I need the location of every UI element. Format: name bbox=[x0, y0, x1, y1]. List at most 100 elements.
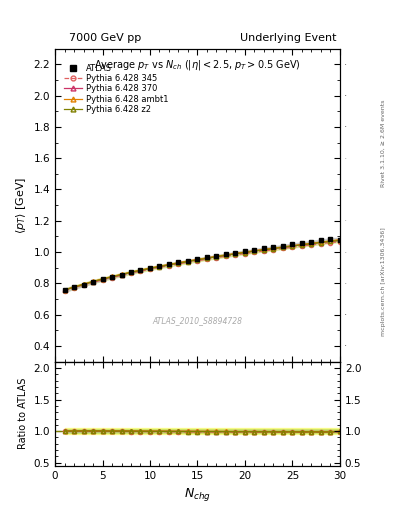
Pythia 6.428 z2 bbox=[281, 244, 285, 250]
Pythia 6.428 z2 bbox=[195, 257, 200, 263]
Pythia 6.428 z2 bbox=[290, 243, 295, 249]
Text: ATLAS_2010_S8894728: ATLAS_2010_S8894728 bbox=[152, 316, 242, 326]
Pythia 6.428 z2 bbox=[242, 249, 247, 255]
Pythia 6.428 370 bbox=[195, 257, 200, 263]
Pythia 6.428 370 bbox=[157, 263, 162, 269]
Text: Rivet 3.1.10, ≥ 2.6M events: Rivet 3.1.10, ≥ 2.6M events bbox=[381, 100, 386, 187]
Pythia 6.428 ambt1 bbox=[138, 267, 143, 273]
Pythia 6.428 345 bbox=[138, 268, 143, 274]
Y-axis label: Ratio to ATLAS: Ratio to ATLAS bbox=[18, 378, 28, 450]
Y-axis label: $\langle p_T \rangle$ [GeV]: $\langle p_T \rangle$ [GeV] bbox=[14, 177, 28, 233]
Pythia 6.428 ambt1 bbox=[100, 276, 105, 282]
Pythia 6.428 ambt1 bbox=[262, 246, 266, 252]
Pythia 6.428 370 bbox=[252, 248, 257, 254]
Pythia 6.428 ambt1 bbox=[110, 273, 114, 280]
Pythia 6.428 370 bbox=[129, 269, 133, 275]
Pythia 6.428 345 bbox=[81, 282, 86, 288]
Pythia 6.428 345 bbox=[62, 288, 67, 294]
Pythia 6.428 ambt1 bbox=[214, 253, 219, 260]
Pythia 6.428 345 bbox=[328, 240, 333, 246]
Pythia 6.428 ambt1 bbox=[129, 269, 133, 275]
Pythia 6.428 ambt1 bbox=[328, 238, 333, 244]
Pythia 6.428 z2 bbox=[205, 255, 209, 262]
Pythia 6.428 ambt1 bbox=[242, 249, 247, 255]
Pythia 6.428 z2 bbox=[252, 248, 257, 254]
Pythia 6.428 z2 bbox=[100, 276, 105, 282]
Pythia 6.428 z2 bbox=[328, 239, 333, 245]
Pythia 6.428 345 bbox=[148, 266, 152, 272]
Pythia 6.428 345 bbox=[195, 258, 200, 264]
Pythia 6.428 345 bbox=[299, 243, 304, 249]
Pythia 6.428 ambt1 bbox=[205, 255, 209, 261]
Line: Pythia 6.428 ambt1: Pythia 6.428 ambt1 bbox=[62, 238, 342, 292]
Pythia 6.428 370 bbox=[281, 244, 285, 250]
Pythia 6.428 370 bbox=[91, 279, 95, 285]
Pythia 6.428 345 bbox=[176, 261, 181, 267]
Pythia 6.428 370 bbox=[338, 237, 342, 243]
Pythia 6.428 z2 bbox=[338, 238, 342, 244]
Text: 7000 GeV pp: 7000 GeV pp bbox=[69, 33, 141, 43]
Pythia 6.428 z2 bbox=[224, 252, 228, 259]
Pythia 6.428 345 bbox=[110, 274, 114, 281]
Pythia 6.428 ambt1 bbox=[176, 260, 181, 266]
Pythia 6.428 345 bbox=[157, 264, 162, 270]
Pythia 6.428 ambt1 bbox=[338, 237, 342, 243]
Pythia 6.428 z2 bbox=[129, 269, 133, 275]
Pythia 6.428 ambt1 bbox=[157, 263, 162, 269]
Pythia 6.428 z2 bbox=[62, 287, 67, 293]
Pythia 6.428 ambt1 bbox=[299, 241, 304, 247]
Pythia 6.428 370 bbox=[72, 284, 76, 290]
Pythia 6.428 z2 bbox=[233, 251, 238, 257]
Pythia 6.428 370 bbox=[148, 265, 152, 271]
Pythia 6.428 345 bbox=[252, 249, 257, 255]
Pythia 6.428 370 bbox=[119, 271, 124, 278]
Pythia 6.428 z2 bbox=[309, 241, 314, 247]
Pythia 6.428 ambt1 bbox=[167, 261, 171, 267]
Pythia 6.428 ambt1 bbox=[119, 271, 124, 278]
Pythia 6.428 370 bbox=[205, 255, 209, 261]
Pythia 6.428 ambt1 bbox=[148, 265, 152, 271]
Pythia 6.428 ambt1 bbox=[233, 250, 238, 257]
Pythia 6.428 z2 bbox=[185, 259, 190, 265]
Pythia 6.428 345 bbox=[281, 245, 285, 251]
Pythia 6.428 370 bbox=[138, 267, 143, 273]
Pythia 6.428 345 bbox=[309, 242, 314, 248]
Legend: ATLAS, Pythia 6.428 345, Pythia 6.428 370, Pythia 6.428 ambt1, Pythia 6.428 z2: ATLAS, Pythia 6.428 345, Pythia 6.428 37… bbox=[62, 62, 171, 116]
Pythia 6.428 370 bbox=[62, 287, 67, 293]
Pythia 6.428 ambt1 bbox=[224, 252, 228, 258]
Pythia 6.428 z2 bbox=[271, 246, 276, 252]
Pythia 6.428 ambt1 bbox=[72, 284, 76, 290]
Pythia 6.428 345 bbox=[319, 241, 323, 247]
Pythia 6.428 370 bbox=[290, 243, 295, 249]
Pythia 6.428 345 bbox=[242, 250, 247, 257]
Pythia 6.428 345 bbox=[100, 277, 105, 283]
Text: Average $p_T$ vs $N_{ch}$ ($|\eta| < 2.5$, $p_T > 0.5$ GeV): Average $p_T$ vs $N_{ch}$ ($|\eta| < 2.5… bbox=[94, 58, 301, 72]
Pythia 6.428 370 bbox=[271, 245, 276, 251]
Pythia 6.428 z2 bbox=[176, 260, 181, 266]
Text: mcplots.cern.ch [arXiv:1306.3436]: mcplots.cern.ch [arXiv:1306.3436] bbox=[381, 227, 386, 336]
Pythia 6.428 ambt1 bbox=[185, 258, 190, 264]
Pythia 6.428 370 bbox=[224, 252, 228, 258]
Pythia 6.428 ambt1 bbox=[62, 287, 67, 293]
Pythia 6.428 370 bbox=[110, 274, 114, 280]
Pythia 6.428 345 bbox=[119, 272, 124, 279]
Pythia 6.428 z2 bbox=[299, 242, 304, 248]
Pythia 6.428 ambt1 bbox=[319, 239, 323, 245]
Pythia 6.428 z2 bbox=[138, 267, 143, 273]
Pythia 6.428 ambt1 bbox=[271, 245, 276, 251]
Pythia 6.428 ambt1 bbox=[252, 248, 257, 254]
Pythia 6.428 345 bbox=[167, 263, 171, 269]
Line: Pythia 6.428 345: Pythia 6.428 345 bbox=[62, 240, 342, 293]
Pythia 6.428 345 bbox=[224, 253, 228, 260]
Pythia 6.428 370 bbox=[242, 249, 247, 255]
Line: Pythia 6.428 z2: Pythia 6.428 z2 bbox=[62, 239, 342, 292]
Pythia 6.428 370 bbox=[176, 260, 181, 266]
Pythia 6.428 345 bbox=[185, 259, 190, 265]
Pythia 6.428 z2 bbox=[157, 264, 162, 270]
Pythia 6.428 370 bbox=[233, 251, 238, 257]
Pythia 6.428 z2 bbox=[262, 247, 266, 253]
Pythia 6.428 z2 bbox=[110, 274, 114, 280]
Pythia 6.428 z2 bbox=[319, 240, 323, 246]
Pythia 6.428 370 bbox=[81, 282, 86, 288]
Pythia 6.428 370 bbox=[214, 253, 219, 260]
